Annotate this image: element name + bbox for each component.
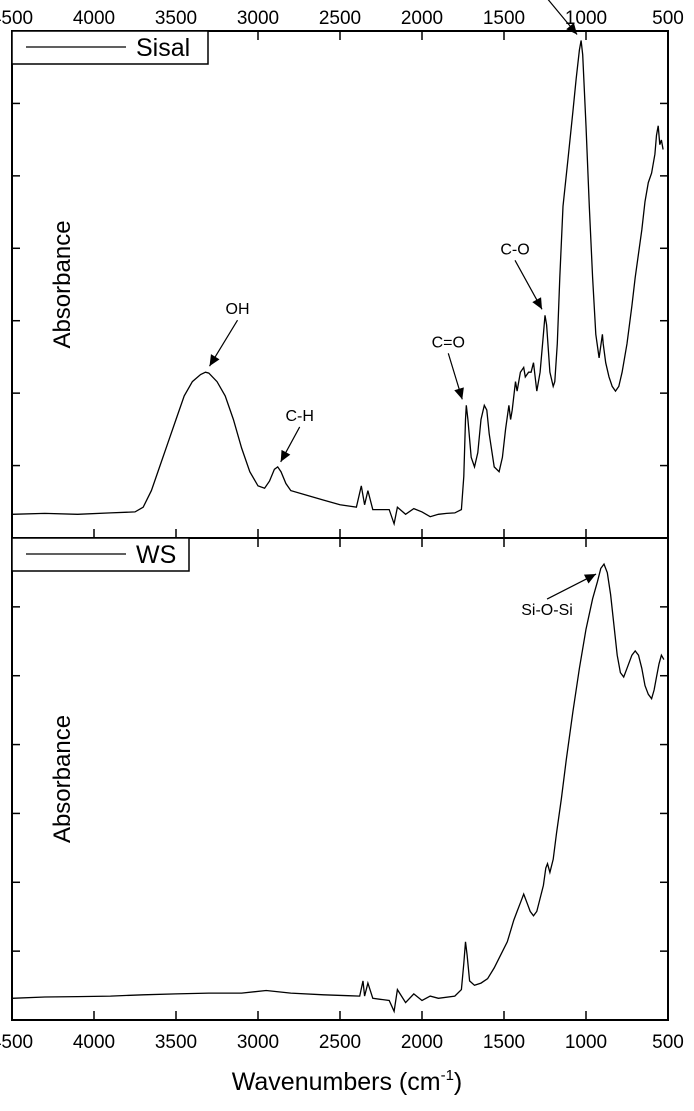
x-tick-label: 500 xyxy=(652,8,684,29)
legend-label: WS xyxy=(136,541,176,569)
legend-label: Sisal xyxy=(136,34,190,62)
x-tick-label: 4500 xyxy=(0,8,33,29)
x-tick-label: 4000 xyxy=(73,8,115,29)
x-axis-label: Wavenumbers (cm-1) xyxy=(232,1067,463,1096)
bottom-x-tick-labels: 4500 4000 3500 3000 2500 2000 1500 1000 500 xyxy=(0,1032,684,1053)
annotations-sisal: OHC-HC=OC-OO-C-O xyxy=(210,0,578,462)
annotation-arrowhead-icon xyxy=(281,450,291,462)
x-tick-label: 3000 xyxy=(237,8,279,29)
x-tick-label: 2500 xyxy=(319,1032,361,1053)
x-tick-label: 3000 xyxy=(237,1032,279,1053)
ticks-sisal xyxy=(12,31,668,538)
x-tick-label: 500 xyxy=(652,1032,684,1053)
series-line-sisal xyxy=(12,41,663,524)
annotation-label: C-O xyxy=(500,241,529,258)
x-tick-label: 3500 xyxy=(155,8,197,29)
annotations-ws: Si-O-Si xyxy=(521,574,596,619)
annotation-arrowhead-icon xyxy=(532,297,542,309)
annotation-label: C=O xyxy=(432,334,465,351)
top-x-tick-labels: 45004000350030002500200015001000500 xyxy=(0,8,684,29)
x-tick-label: 1500 xyxy=(483,8,525,29)
annotation-label: Si-O-Si xyxy=(521,602,573,619)
x-tick-label: 2000 xyxy=(401,8,443,29)
x-tick-label: 1500 xyxy=(483,1032,525,1053)
annotation-arrowhead-icon xyxy=(454,387,464,399)
x-tick-label: 4500 xyxy=(0,1032,33,1053)
x-tick-label: 2000 xyxy=(401,1032,443,1053)
y-axis-label-sisal: Absorbance xyxy=(49,220,76,348)
series-line-ws xyxy=(12,564,664,1011)
x-tick-label: 2500 xyxy=(319,8,361,29)
x-tick-label: 3500 xyxy=(155,1032,197,1053)
x-tick-label: 1000 xyxy=(565,1032,607,1053)
legend-ws: WS xyxy=(12,538,189,571)
annotation-label: C-H xyxy=(285,408,313,425)
plot-frame-sisal xyxy=(12,31,668,538)
annotation-label: OH xyxy=(226,301,250,318)
x-tick-label: 4000 xyxy=(73,1032,115,1053)
annotation-arrowhead-icon xyxy=(210,354,220,366)
legend-sisal: Sisal xyxy=(12,31,208,64)
y-axis-label-ws: Absorbance xyxy=(49,715,76,843)
panel-ws: Si-O-Si WS Absorbance xyxy=(12,538,668,1020)
panel-sisal: OHC-HC=OC-OO-C-O Sisal Absorbance xyxy=(12,0,668,538)
